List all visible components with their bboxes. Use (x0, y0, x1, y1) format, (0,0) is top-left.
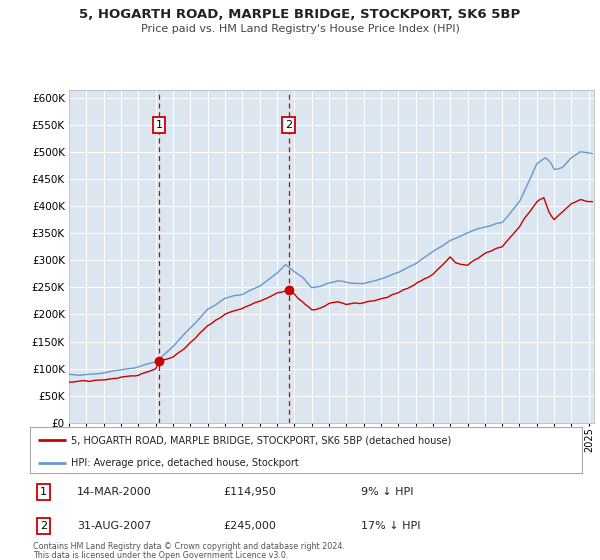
Text: 1: 1 (40, 487, 47, 497)
Text: Price paid vs. HM Land Registry's House Price Index (HPI): Price paid vs. HM Land Registry's House … (140, 24, 460, 34)
Text: 2: 2 (285, 120, 292, 130)
Text: £245,000: £245,000 (223, 521, 276, 531)
Text: £114,950: £114,950 (223, 487, 276, 497)
Text: 5, HOGARTH ROAD, MARPLE BRIDGE, STOCKPORT, SK6 5BP: 5, HOGARTH ROAD, MARPLE BRIDGE, STOCKPOR… (79, 8, 521, 21)
Text: Contains HM Land Registry data © Crown copyright and database right 2024.: Contains HM Land Registry data © Crown c… (33, 542, 345, 551)
Text: 31-AUG-2007: 31-AUG-2007 (77, 521, 151, 531)
Text: 5, HOGARTH ROAD, MARPLE BRIDGE, STOCKPORT, SK6 5BP (detached house): 5, HOGARTH ROAD, MARPLE BRIDGE, STOCKPOR… (71, 435, 452, 445)
Text: 1: 1 (155, 120, 163, 130)
Text: 17% ↓ HPI: 17% ↓ HPI (361, 521, 421, 531)
Text: 2: 2 (40, 521, 47, 531)
Text: HPI: Average price, detached house, Stockport: HPI: Average price, detached house, Stoc… (71, 458, 299, 468)
Text: This data is licensed under the Open Government Licence v3.0.: This data is licensed under the Open Gov… (33, 551, 289, 560)
Text: 14-MAR-2000: 14-MAR-2000 (77, 487, 152, 497)
Text: 9% ↓ HPI: 9% ↓ HPI (361, 487, 414, 497)
